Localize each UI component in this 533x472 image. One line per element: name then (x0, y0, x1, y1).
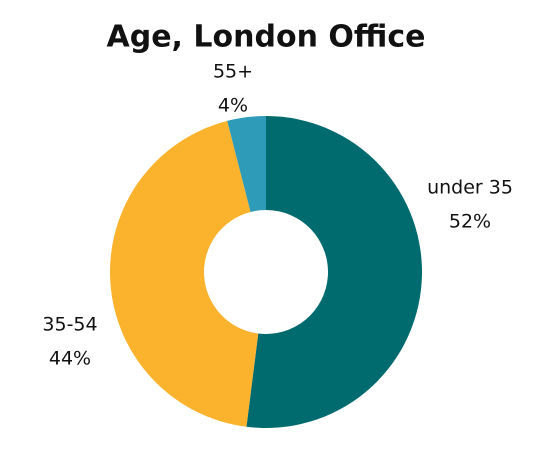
donut-slice (110, 120, 259, 427)
value-label: 44% (49, 348, 91, 370)
chart-title: Age, London Office (107, 20, 426, 55)
slice-label: under 35 (427, 177, 513, 199)
donut-slice (246, 116, 422, 428)
value-label: 4% (218, 95, 248, 117)
slice-label: 35-54 (42, 314, 97, 336)
slice-label: 55+ (213, 61, 253, 83)
value-label: 52% (449, 211, 491, 233)
donut-slice (227, 116, 266, 212)
